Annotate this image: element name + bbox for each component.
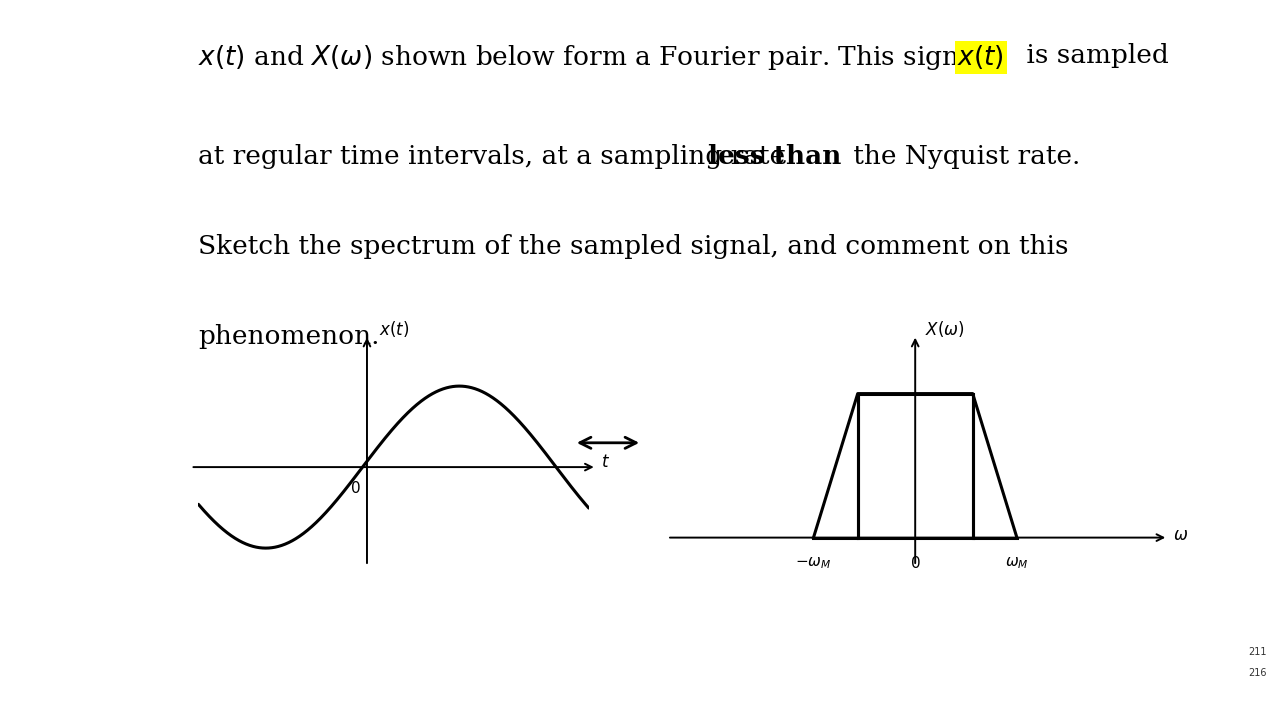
Text: $X(\omega)$: $X(\omega)$ xyxy=(925,319,965,339)
Text: phenomenon.: phenomenon. xyxy=(198,324,380,349)
Text: $0$: $0$ xyxy=(910,555,920,571)
Text: $x(t)$: $x(t)$ xyxy=(957,43,1005,71)
Text: $x(t)$ and $X(\omega)$ shown below form a Fourier pair. This signal: $x(t)$ and $X(\omega)$ shown below form … xyxy=(198,43,986,72)
Text: 216: 216 xyxy=(1249,668,1267,678)
Text: $\omega_M$: $\omega_M$ xyxy=(1005,555,1029,570)
Text: $-\omega_M$: $-\omega_M$ xyxy=(795,555,832,570)
Text: 211: 211 xyxy=(1249,647,1267,657)
Text: at regular time intervals, at a sampling rate: at regular time intervals, at a sampling… xyxy=(198,144,794,169)
Text: $x(t)$: $x(t)$ xyxy=(379,319,410,339)
Text: $t$: $t$ xyxy=(600,454,609,472)
Text: less than: less than xyxy=(708,144,841,169)
Text: $\omega$: $\omega$ xyxy=(1172,527,1188,544)
Text: Sketch the spectrum of the sampled signal, and comment on this: Sketch the spectrum of the sampled signa… xyxy=(198,234,1069,259)
Text: $0$: $0$ xyxy=(349,480,361,496)
Text: the Nyquist rate.: the Nyquist rate. xyxy=(845,144,1080,169)
Text: is sampled: is sampled xyxy=(1018,43,1169,68)
